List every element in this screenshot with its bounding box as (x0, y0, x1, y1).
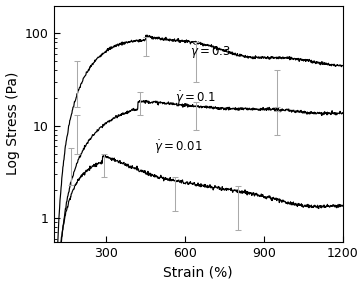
Text: $\dot{\gamma} = 0.01$: $\dot{\gamma} = 0.01$ (154, 139, 202, 156)
Y-axis label: Log Stress (Pa): Log Stress (Pa) (5, 72, 20, 176)
Text: $\dot{\gamma} = 0.1$: $\dot{\gamma} = 0.1$ (175, 89, 215, 107)
Text: $\dot{\gamma} = 0.3$: $\dot{\gamma} = 0.3$ (190, 44, 232, 61)
X-axis label: Strain (%): Strain (%) (163, 265, 233, 280)
